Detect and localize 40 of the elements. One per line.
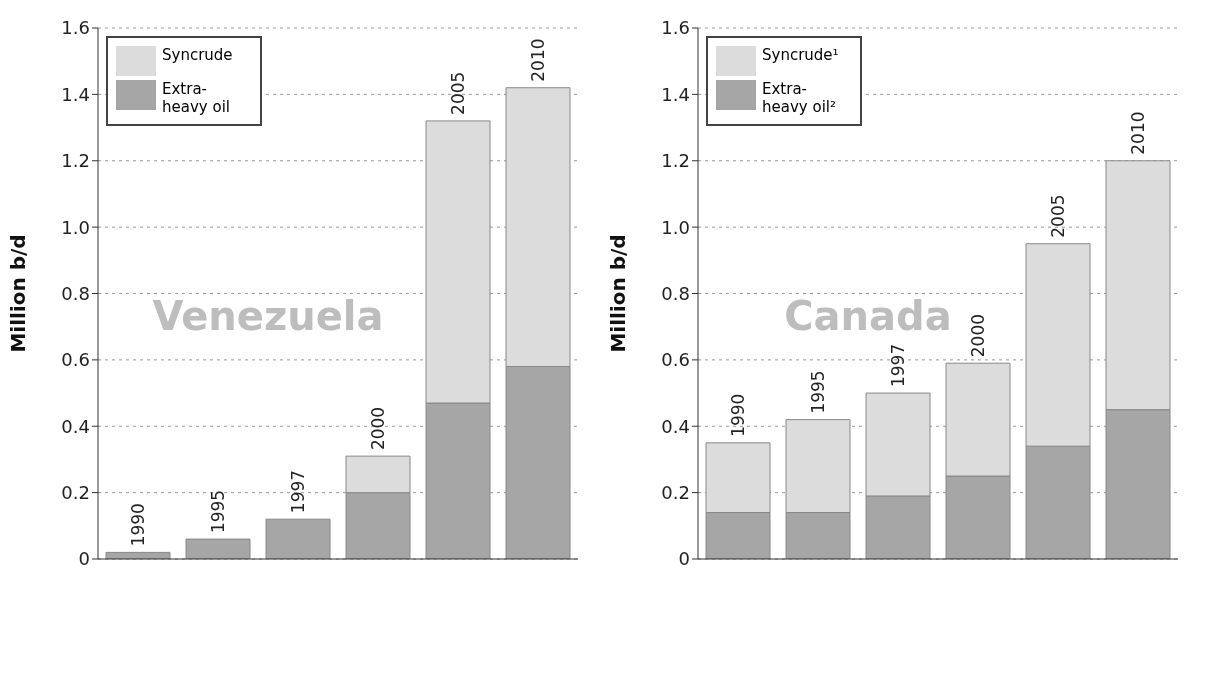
- y-tick-label: 0.4: [661, 415, 690, 437]
- y-tick-label: 1.6: [661, 17, 690, 39]
- y-tick-label: 1.2: [61, 150, 90, 172]
- x-tick-label: 2000: [368, 406, 388, 451]
- x-tick-label: 1997: [888, 343, 908, 388]
- y-tick-label: 0: [678, 548, 690, 570]
- y-tick-label: 0.2: [661, 482, 690, 504]
- x-tick-label: 2005: [1048, 194, 1068, 238]
- legend-label: Extra-heavy oil: [162, 80, 231, 116]
- y-tick-label: 0.6: [661, 349, 690, 371]
- y-tick-label: 1.2: [661, 150, 690, 172]
- y-axis-title: Million b/d: [6, 234, 31, 353]
- y-tick-label: 0.6: [61, 349, 90, 371]
- legend-label: Extra-heavy oil²: [762, 80, 837, 116]
- y-tick-label: 0.8: [661, 282, 690, 304]
- legend-label: Syncrude¹: [762, 46, 840, 64]
- y-tick-label: 1.0: [61, 216, 90, 238]
- x-tick-label: 1997: [288, 469, 308, 514]
- y-tick-label: 1.0: [661, 216, 690, 238]
- bar: [185, 538, 251, 559]
- x-tick-label: 1990: [128, 503, 148, 547]
- x-tick-label: 1990: [728, 393, 748, 437]
- y-tick-label: 1.6: [61, 17, 90, 39]
- x-tick-label: 1995: [808, 370, 828, 414]
- y-tick-label: 1.4: [61, 83, 90, 105]
- y-tick-label: 0.8: [61, 282, 90, 304]
- annotation: Canada: [784, 293, 952, 339]
- y-axis-title: Million b/d: [606, 234, 631, 353]
- x-tick-label: 1995: [208, 489, 228, 534]
- annotation: Venezuela: [151, 293, 385, 339]
- x-tick-label: 2010: [528, 38, 548, 82]
- y-tick-label: 0.2: [61, 482, 90, 504]
- x-tick-label: 2010: [1128, 111, 1148, 155]
- y-tick-label: 0.4: [61, 415, 90, 437]
- x-tick-label: 2005: [448, 71, 468, 115]
- y-tick-label: 1.4: [661, 83, 690, 105]
- bar: [265, 518, 331, 559]
- y-tick-label: 0: [78, 548, 90, 570]
- x-tick-label: 2000: [968, 313, 988, 358]
- legend-label: Syncrude: [162, 46, 234, 64]
